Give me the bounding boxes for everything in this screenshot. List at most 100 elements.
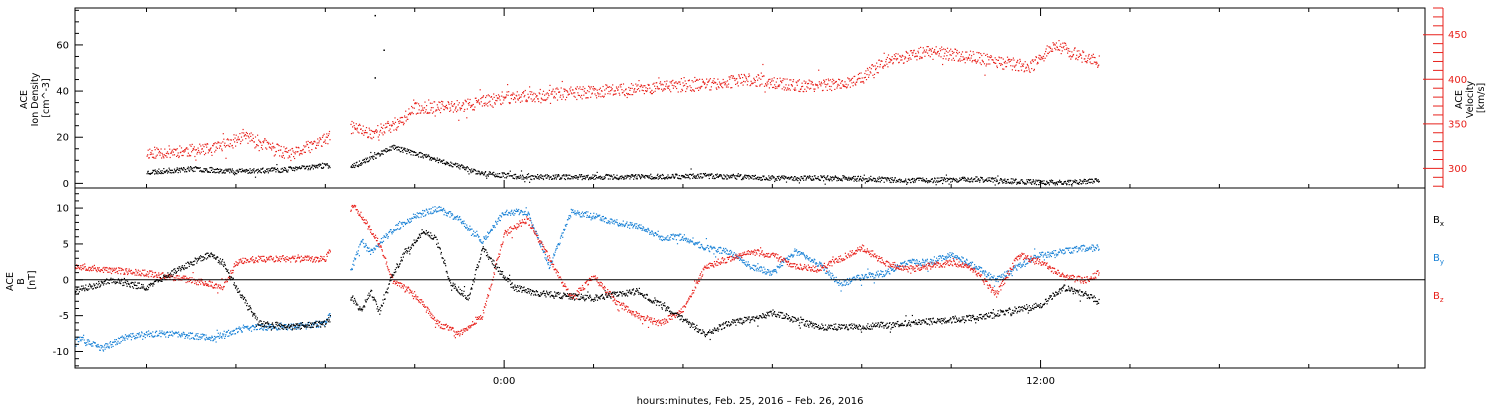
by-point [679, 233, 681, 235]
by-point [505, 213, 507, 216]
velocity-point [814, 83, 817, 85]
velocity-point [303, 145, 305, 147]
density-point [592, 177, 594, 179]
by-point [458, 217, 460, 219]
velocity-point [743, 80, 745, 82]
density-point [864, 178, 866, 180]
density-point [373, 156, 375, 158]
by-point [350, 269, 352, 271]
density-point [701, 177, 703, 179]
density-point [290, 168, 292, 170]
velocity-point [1015, 64, 1017, 66]
density-point [758, 178, 760, 180]
density-point [398, 149, 400, 151]
velocity-point [595, 95, 597, 97]
density-point [569, 174, 571, 176]
by-point [532, 225, 534, 227]
density-point [232, 170, 234, 172]
by-point [357, 253, 359, 255]
velocity-point [900, 56, 902, 58]
by-point [315, 326, 318, 328]
velocity-point [1080, 54, 1082, 56]
velocity-point [613, 93, 615, 95]
by-point [681, 237, 683, 239]
velocity-point [952, 52, 954, 55]
by-point [465, 226, 467, 229]
by-point [668, 237, 670, 239]
by-point [771, 270, 773, 272]
density-point [467, 170, 469, 173]
velocity-point [1096, 62, 1098, 64]
velocity-point [706, 84, 708, 86]
velocity-point [739, 77, 741, 79]
velocity-point [756, 85, 758, 87]
velocity-point [1087, 55, 1090, 57]
velocity-point [218, 142, 220, 144]
by-point [378, 243, 380, 245]
density-point [195, 166, 198, 169]
density-point [907, 182, 909, 184]
velocity-point [240, 136, 243, 138]
by-point [754, 265, 756, 268]
velocity-point [917, 52, 920, 54]
velocity-point [262, 142, 265, 144]
velocity-point [592, 86, 594, 88]
density-point [517, 177, 519, 179]
density-point [821, 176, 824, 178]
velocity-point [960, 53, 962, 55]
density-point [822, 175, 824, 177]
velocity-point [1055, 49, 1057, 51]
density-point [452, 166, 454, 168]
density-point [826, 179, 828, 181]
by-point [166, 331, 168, 333]
velocity-point [734, 79, 736, 82]
density-point [666, 176, 668, 178]
velocity-point [885, 61, 887, 63]
by-point [558, 244, 561, 246]
density-point [223, 172, 225, 174]
density-point [356, 161, 358, 163]
density-point [885, 177, 887, 179]
by-point [599, 219, 601, 221]
density-point [830, 178, 832, 180]
density-point [731, 175, 733, 177]
density-point [587, 174, 589, 176]
density-point [1035, 184, 1038, 186]
velocity-point [604, 89, 606, 91]
by-point [866, 277, 868, 279]
velocity-point [290, 153, 292, 155]
by-point [645, 230, 647, 232]
density-point [855, 179, 857, 181]
density-point [351, 166, 353, 169]
density-point [329, 167, 331, 169]
velocity-point [161, 157, 163, 159]
density-point [802, 177, 804, 179]
density-point [523, 178, 525, 180]
velocity-point [782, 80, 784, 82]
velocity-point [263, 140, 265, 142]
density-point [760, 179, 762, 181]
by-point [103, 346, 105, 348]
density-point [156, 172, 158, 174]
density-point [774, 179, 776, 181]
by-point [285, 324, 287, 326]
density-point [525, 176, 527, 178]
density-point [367, 157, 369, 159]
by-point [211, 335, 213, 337]
density-point [252, 170, 254, 172]
velocity-point [184, 150, 186, 152]
by-point [93, 341, 95, 343]
by-point [754, 269, 756, 272]
density-point [879, 181, 881, 183]
by-point [422, 209, 424, 212]
velocity-point [677, 83, 679, 85]
velocity-point [580, 88, 582, 90]
velocity-tick-label: 450 [1448, 30, 1467, 41]
velocity-point [179, 145, 181, 147]
velocity-point [449, 107, 451, 109]
velocity-point [929, 56, 931, 58]
density-point [735, 175, 737, 177]
by-point [409, 221, 411, 223]
by-point [144, 337, 146, 339]
by-point [686, 241, 688, 243]
